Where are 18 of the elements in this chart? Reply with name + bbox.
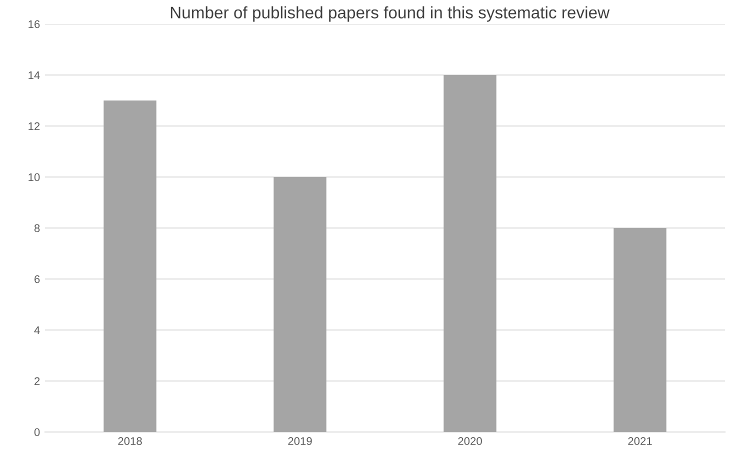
y-tick-label: 12 bbox=[28, 122, 40, 130]
bar bbox=[444, 75, 496, 432]
y-tick-label: 14 bbox=[28, 71, 40, 80]
y-tick-label: 8 bbox=[34, 224, 40, 232]
x-tick-label: 2019 bbox=[288, 437, 312, 446]
x-tick-label: 2020 bbox=[458, 437, 482, 446]
y-tick-label: 10 bbox=[28, 173, 40, 182]
x-tick-label: 2018 bbox=[118, 437, 142, 446]
bar bbox=[274, 177, 326, 432]
y-tick-label: 4 bbox=[34, 326, 40, 334]
chart-title: Number of published papers found in this systematic review bbox=[170, 6, 610, 22]
bar bbox=[614, 228, 666, 432]
x-tick-label: 2021 bbox=[628, 437, 652, 446]
y-tick-label: 2 bbox=[34, 377, 40, 386]
bar bbox=[104, 100, 156, 432]
y-tick-label: 16 bbox=[28, 20, 40, 28]
y-tick-label: 6 bbox=[34, 275, 40, 284]
y-tick-label: 0 bbox=[34, 428, 40, 436]
